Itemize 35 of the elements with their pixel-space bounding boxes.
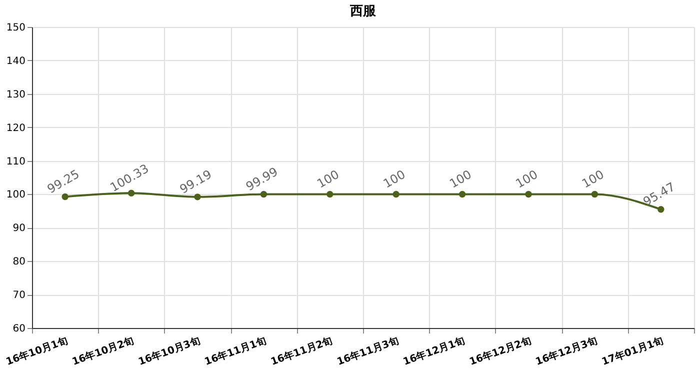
x-tick-label: 16年12月3旬 — [534, 334, 599, 368]
y-tick-label: 130 — [6, 89, 26, 100]
x-tick-label: 16年11月1旬 — [202, 334, 268, 368]
y-tick-label: 120 — [6, 122, 26, 134]
data-label: 100 — [513, 167, 540, 191]
data-label: 100 — [380, 167, 408, 191]
x-tick-label: 16年11月3旬 — [335, 334, 400, 368]
data-label: 100 — [314, 167, 342, 191]
y-tick-label: 70 — [12, 290, 26, 302]
y-tick-label: 100 — [6, 190, 26, 201]
x-tick-label: 16年10月1旬 — [4, 334, 70, 368]
point — [326, 190, 334, 198]
y-tick-label: 90 — [12, 223, 26, 234]
x-tick-label: 16年11月2旬 — [269, 334, 334, 368]
point — [658, 206, 664, 213]
point — [392, 190, 400, 198]
x-tick-label: 16年12月2旬 — [468, 334, 533, 368]
point — [458, 190, 466, 198]
chart-title: 西服 — [349, 4, 377, 19]
y-tick-label: 110 — [6, 156, 26, 168]
data-label: 100 — [447, 167, 474, 191]
point — [260, 190, 268, 198]
y-tick-label: 80 — [12, 256, 26, 268]
point — [525, 190, 532, 198]
x-tick-label: 17年01月1旬 — [600, 334, 666, 368]
x-tick-label: 16年12月1旬 — [402, 334, 467, 368]
x-tick-label: 16年10月3旬 — [136, 334, 202, 368]
data-label: 100 — [579, 167, 606, 191]
x-tick-label: 16年10月2旬 — [70, 334, 136, 368]
point — [62, 193, 68, 200]
y-tick-label: 60 — [12, 324, 26, 334]
y-tick-label: 140 — [6, 56, 26, 67]
point — [194, 194, 201, 200]
point — [591, 190, 598, 198]
y-tick-label: 150 — [6, 22, 26, 34]
